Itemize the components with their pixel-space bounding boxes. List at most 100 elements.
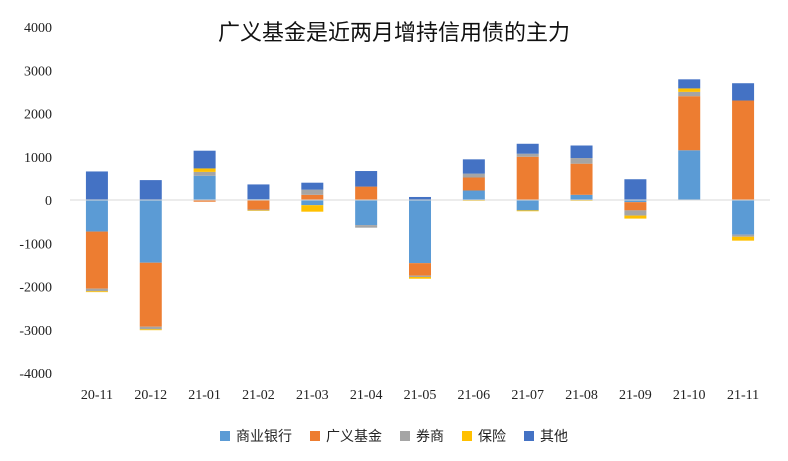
bar-segment xyxy=(247,210,270,211)
bar-segment xyxy=(516,153,539,157)
bar-segment xyxy=(462,190,485,200)
bar-segment xyxy=(301,194,324,200)
bar-segment xyxy=(516,200,539,211)
x-tick-label: 20-12 xyxy=(134,388,167,403)
bar-segment xyxy=(355,186,378,200)
legend-swatch xyxy=(220,431,230,441)
x-tick-label: 21-05 xyxy=(404,388,437,403)
bar-segment xyxy=(570,158,593,164)
x-tick-label: 21-11 xyxy=(727,388,759,403)
bar-segment xyxy=(85,200,108,232)
legend-label: 商业银行 xyxy=(236,429,292,445)
bar-segment xyxy=(193,150,216,169)
y-tick-label: -3000 xyxy=(19,324,52,339)
bar-segment xyxy=(678,150,701,200)
bar-segment xyxy=(624,215,647,219)
legend-label: 其他 xyxy=(540,429,568,445)
y-tick-label: 0 xyxy=(45,194,52,209)
bar-segment xyxy=(409,263,431,276)
legend-label: 广义基金 xyxy=(326,428,382,445)
bar-segment xyxy=(516,143,539,154)
bar-segment xyxy=(85,231,108,289)
bar-segment xyxy=(462,159,485,174)
bar-segment xyxy=(732,100,755,200)
legend-swatch xyxy=(462,431,472,441)
y-tick-label: 4000 xyxy=(24,21,52,36)
bar-segment xyxy=(85,171,108,200)
y-tick-label: 3000 xyxy=(24,64,52,79)
bar-segment xyxy=(624,210,647,216)
x-tick-label: 21-10 xyxy=(673,388,706,403)
bar-segment xyxy=(570,145,593,159)
bar-segment xyxy=(732,200,755,235)
bar-segment xyxy=(85,291,108,293)
bar-segment xyxy=(301,200,324,206)
bar-segment xyxy=(678,88,701,92)
bar-segment xyxy=(570,163,593,195)
x-axis: 20-11 20-12 21-01 21-02 21-03 21-04 21-05 21-06… xyxy=(70,199,770,403)
bar-segment xyxy=(139,326,162,330)
bar-segment xyxy=(409,276,431,279)
bar-segment xyxy=(301,182,324,190)
legend-swatch xyxy=(524,431,534,441)
x-tick-label: 21-02 xyxy=(242,388,275,403)
chart-title: 广义基金是近两月增持信用债的主力 xyxy=(218,21,570,46)
x-tick-label: 21-08 xyxy=(565,388,598,403)
bar-segment xyxy=(732,236,755,241)
bar-segment xyxy=(409,196,431,200)
bar-segment xyxy=(732,234,755,237)
bar-segment xyxy=(355,225,378,228)
bar-segment xyxy=(624,179,647,200)
legend-swatch xyxy=(310,431,320,441)
bar-segment xyxy=(678,91,701,97)
bar-segment xyxy=(355,200,378,226)
bar-segment xyxy=(193,168,216,172)
bar-segment xyxy=(355,171,378,187)
legend: 商业银行 广义基金 券商 保险 其他 xyxy=(220,428,568,445)
bar-segment xyxy=(462,173,485,178)
bar-segment xyxy=(678,79,701,89)
legend-label: 券商 xyxy=(416,429,444,445)
bar-segment xyxy=(139,329,162,331)
bar-segment xyxy=(516,210,539,212)
bar-segment xyxy=(139,262,162,327)
y-tick-label: -4000 xyxy=(19,367,52,382)
bar-segment xyxy=(193,200,216,202)
x-tick-label: 21-04 xyxy=(350,388,383,403)
bar-segment xyxy=(624,200,647,203)
bar-segment xyxy=(193,175,216,200)
y-axis: 4000 3000 2000 1000 0 -1000 -2000 -3000 -4000 xyxy=(19,21,52,382)
x-tick-label: 20-11 xyxy=(81,388,113,403)
bar-segment xyxy=(678,96,701,151)
y-tick-label: -1000 xyxy=(19,237,52,252)
x-tick-label: 21-01 xyxy=(188,388,221,403)
bar-segment xyxy=(409,200,431,264)
y-tick-label: -2000 xyxy=(19,281,52,296)
bar-segment xyxy=(247,209,270,211)
bar-segment xyxy=(301,189,324,195)
bars-group xyxy=(85,79,755,331)
bar-segment xyxy=(409,275,431,277)
y-tick-label: 2000 xyxy=(24,108,52,123)
bar-segment xyxy=(462,177,485,191)
legend-swatch xyxy=(400,431,410,441)
bar-segment xyxy=(247,184,270,200)
y-tick-label: 1000 xyxy=(24,151,52,166)
bar-segment xyxy=(139,200,162,263)
x-tick-label: 21-09 xyxy=(619,388,652,403)
bar-segment xyxy=(624,202,647,211)
bar-segment xyxy=(193,171,216,176)
bar-segment xyxy=(732,83,755,101)
x-tick-label: 21-03 xyxy=(296,388,329,403)
x-tick-label: 21-07 xyxy=(511,388,544,403)
bar-segment xyxy=(139,180,162,200)
x-tick-label: 21-06 xyxy=(458,388,491,403)
bar-segment xyxy=(570,194,593,200)
bar-segment xyxy=(516,156,539,200)
bar-segment xyxy=(301,205,324,212)
bar-segment xyxy=(247,200,270,210)
legend-label: 保险 xyxy=(478,429,506,445)
bar-segment xyxy=(85,288,108,292)
